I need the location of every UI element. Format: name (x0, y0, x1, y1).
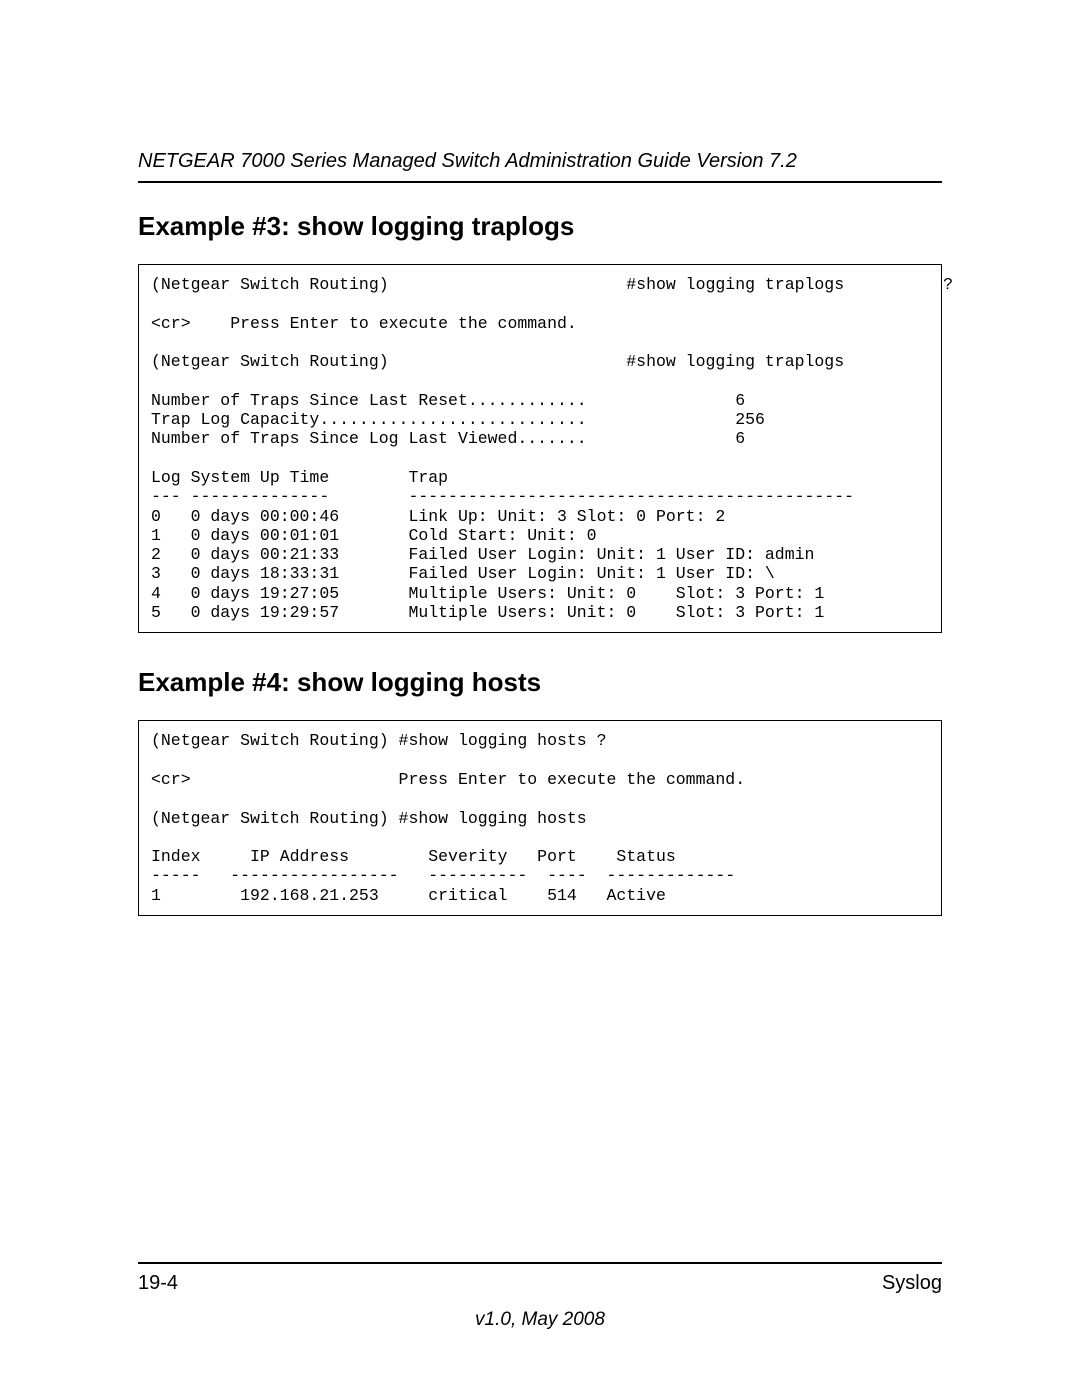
example4-codebox: (Netgear Switch Routing) #show logging h… (138, 720, 942, 916)
footer-section: Syslog (882, 1272, 942, 1295)
example3-heading: Example #3: show logging traplogs (138, 211, 942, 242)
footer-pagenum: 19-4 (138, 1272, 178, 1295)
example3-codebox: (Netgear Switch Routing) #show logging t… (138, 264, 942, 633)
example4-heading: Example #4: show logging hosts (138, 667, 942, 698)
footer-row: 19-4 Syslog (138, 1272, 942, 1295)
running-header: NETGEAR 7000 Series Managed Switch Admin… (138, 150, 942, 181)
header-rule (138, 181, 942, 183)
page-body: NETGEAR 7000 Series Managed Switch Admin… (0, 0, 1080, 916)
footer-rule (138, 1262, 942, 1264)
footer-version: v1.0, May 2008 (138, 1309, 942, 1331)
page-footer: 19-4 Syslog v1.0, May 2008 (138, 1262, 942, 1331)
example3-code: (Netgear Switch Routing) #show logging t… (151, 275, 929, 622)
example4-code: (Netgear Switch Routing) #show logging h… (151, 731, 929, 905)
